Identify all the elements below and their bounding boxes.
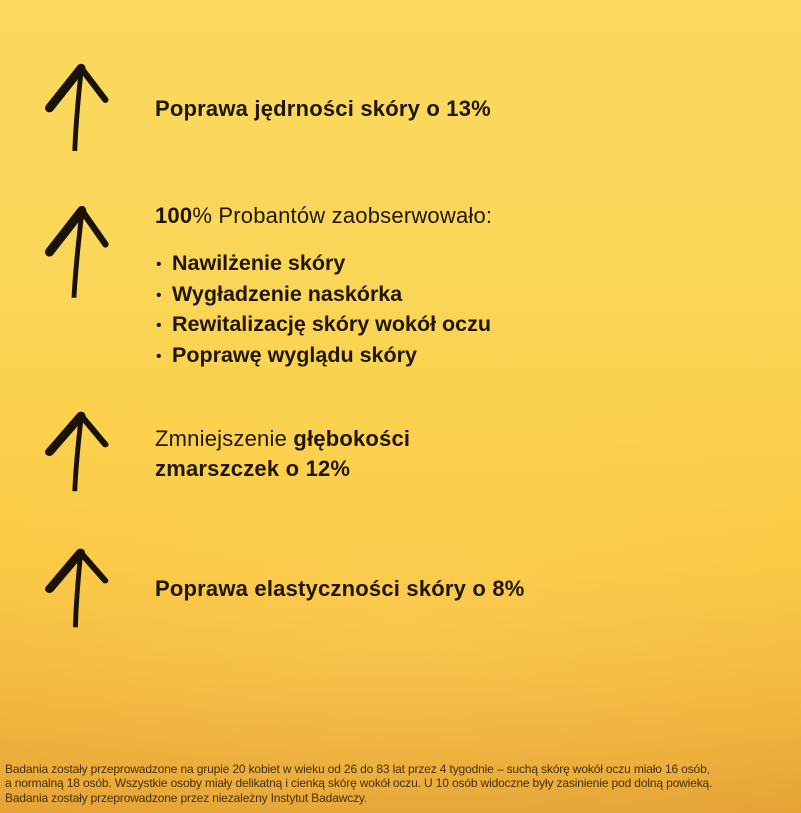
stat-wrinkles-bold1: głębokości bbox=[293, 426, 411, 451]
stat-firmness-text: Poprawa jędrności skóry o 13% bbox=[155, 96, 491, 121]
list-item: • Nawilżenie skóry bbox=[156, 249, 491, 280]
disclaimer-line1: Badania zostały przeprowadzone na grupie… bbox=[5, 762, 710, 776]
list-item-text: Nawilżenie skóry bbox=[172, 251, 346, 275]
list-item: • Wygładzenie naskórka bbox=[156, 280, 491, 311]
up-arrow-icon bbox=[45, 63, 109, 152]
stat-elasticity: Poprawa elastyczności skóry o 8% bbox=[155, 576, 525, 602]
list-item: • Rewitalizację skóry wokół oczu bbox=[156, 310, 491, 341]
study-disclaimer: Badania zostały przeprowadzone na grupie… bbox=[5, 762, 797, 805]
bullet-icon: • bbox=[156, 317, 162, 334]
up-arrow-icon bbox=[45, 548, 109, 628]
disclaimer-line3: Badania zostały przeprowadzone przez nie… bbox=[5, 790, 368, 805]
stat-wrinkles-line1: Zmniejszenie głębokości bbox=[155, 424, 410, 454]
disclaimer-line2: a normalną 18 osób. Wszystkie osoby miał… bbox=[5, 776, 713, 791]
observations-list: • Nawilżenie skóry • Wygładzenie naskórka … bbox=[156, 249, 491, 371]
stat-probants-highlight: 100 bbox=[155, 203, 193, 228]
stat-firmness: Poprawa jędrności skóry o 13% bbox=[155, 96, 491, 122]
bullet-icon: • bbox=[156, 347, 162, 365]
list-item: • Poprawę wyglądu skóry bbox=[156, 341, 491, 372]
stat-wrinkles-line2: zmarszczek o 12% bbox=[155, 455, 351, 481]
stat-probants-heading: 100% Probantów zaobserwowało: bbox=[155, 203, 492, 229]
up-arrow-icon bbox=[45, 205, 109, 298]
stat-probants-rest: % Probantów zaobserwowało: bbox=[192, 203, 493, 228]
bullet-icon: • bbox=[156, 286, 162, 304]
stat-elasticity-text: Poprawa elastyczności skóry o 8% bbox=[155, 576, 525, 601]
list-item-text: Rewitalizację skóry wokół oczu bbox=[172, 312, 492, 336]
bullet-icon: • bbox=[156, 256, 162, 273]
list-item-text: Poprawę wyglądu skóry bbox=[172, 342, 417, 367]
up-arrow-icon bbox=[45, 411, 109, 492]
list-item-text: Wygładzenie naskórka bbox=[172, 281, 403, 306]
stat-wrinkles: Zmniejszenie głębokości zmarszczek o 12% bbox=[155, 424, 410, 483]
stat-wrinkles-lead: Zmniejszenie bbox=[155, 426, 294, 451]
